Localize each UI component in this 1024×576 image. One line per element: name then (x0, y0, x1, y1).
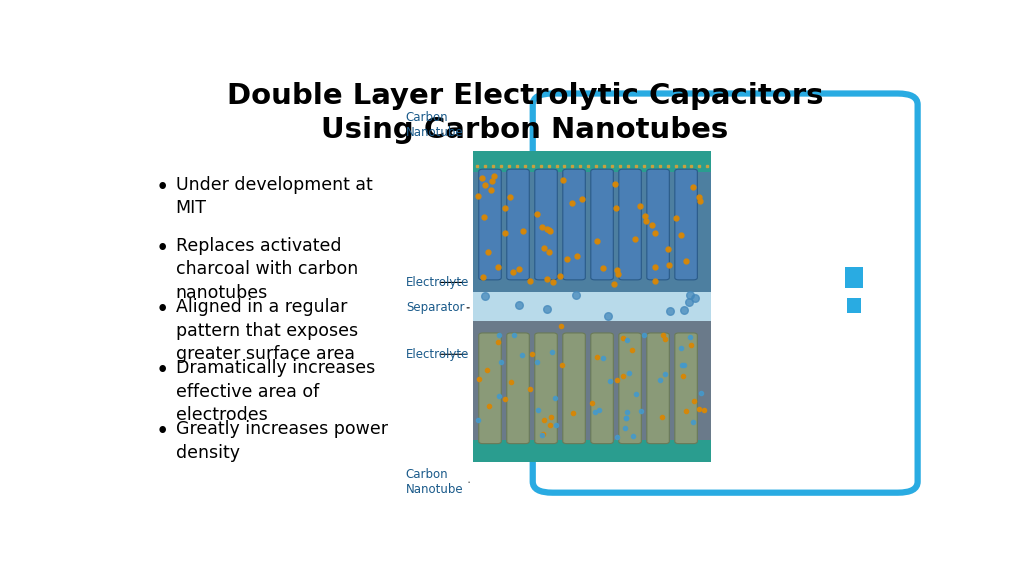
Bar (473, 321, 712, 440)
Text: Aligned in a regular
pattern that exposes
greater surface area: Aligned in a regular pattern that expose… (176, 298, 357, 363)
Text: Carbon
Nanotube: Carbon Nanotube (406, 468, 469, 496)
FancyBboxPatch shape (647, 169, 670, 280)
Text: Electrolyte: Electrolyte (406, 276, 469, 289)
FancyBboxPatch shape (647, 333, 670, 444)
Text: •: • (156, 237, 169, 260)
FancyBboxPatch shape (618, 169, 641, 280)
Text: Under development at
MIT: Under development at MIT (176, 176, 373, 217)
FancyBboxPatch shape (563, 169, 586, 280)
Text: Electrolyte: Electrolyte (406, 348, 469, 361)
Text: Carbon
Nanotube: Carbon Nanotube (406, 111, 469, 139)
Text: •: • (156, 359, 169, 382)
Bar (473, 172, 712, 292)
Bar (473, 292, 712, 321)
FancyBboxPatch shape (618, 333, 641, 444)
Text: •: • (156, 176, 169, 199)
FancyBboxPatch shape (591, 333, 613, 444)
Bar (846, 267, 863, 288)
FancyBboxPatch shape (479, 169, 502, 280)
FancyBboxPatch shape (507, 169, 529, 280)
Text: Separator: Separator (406, 301, 469, 314)
Text: •: • (156, 298, 169, 321)
FancyBboxPatch shape (507, 333, 529, 444)
FancyBboxPatch shape (675, 169, 697, 280)
FancyBboxPatch shape (675, 333, 697, 444)
Bar (847, 298, 861, 313)
Text: Replaces activated
charcoal with carbon
nanotubes: Replaces activated charcoal with carbon … (176, 237, 357, 302)
Bar (473, 151, 712, 172)
FancyBboxPatch shape (479, 333, 502, 444)
FancyBboxPatch shape (532, 93, 918, 492)
FancyBboxPatch shape (535, 333, 557, 444)
Text: Double Layer Electrolytic Capacitors
Using Carbon Nanotubes: Double Layer Electrolytic Capacitors Usi… (226, 82, 823, 144)
FancyBboxPatch shape (591, 169, 613, 280)
Text: •: • (156, 420, 169, 444)
FancyBboxPatch shape (535, 169, 557, 280)
FancyBboxPatch shape (563, 333, 586, 444)
Bar (473, 440, 712, 461)
Text: Dramatically increases
effective area of
electrodes: Dramatically increases effective area of… (176, 359, 375, 425)
Text: Greatly increases power
density: Greatly increases power density (176, 420, 388, 462)
